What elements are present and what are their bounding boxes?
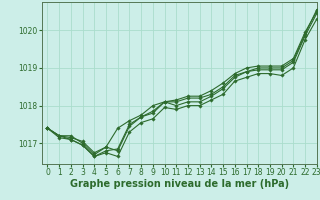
X-axis label: Graphe pression niveau de la mer (hPa): Graphe pression niveau de la mer (hPa) xyxy=(70,179,289,189)
